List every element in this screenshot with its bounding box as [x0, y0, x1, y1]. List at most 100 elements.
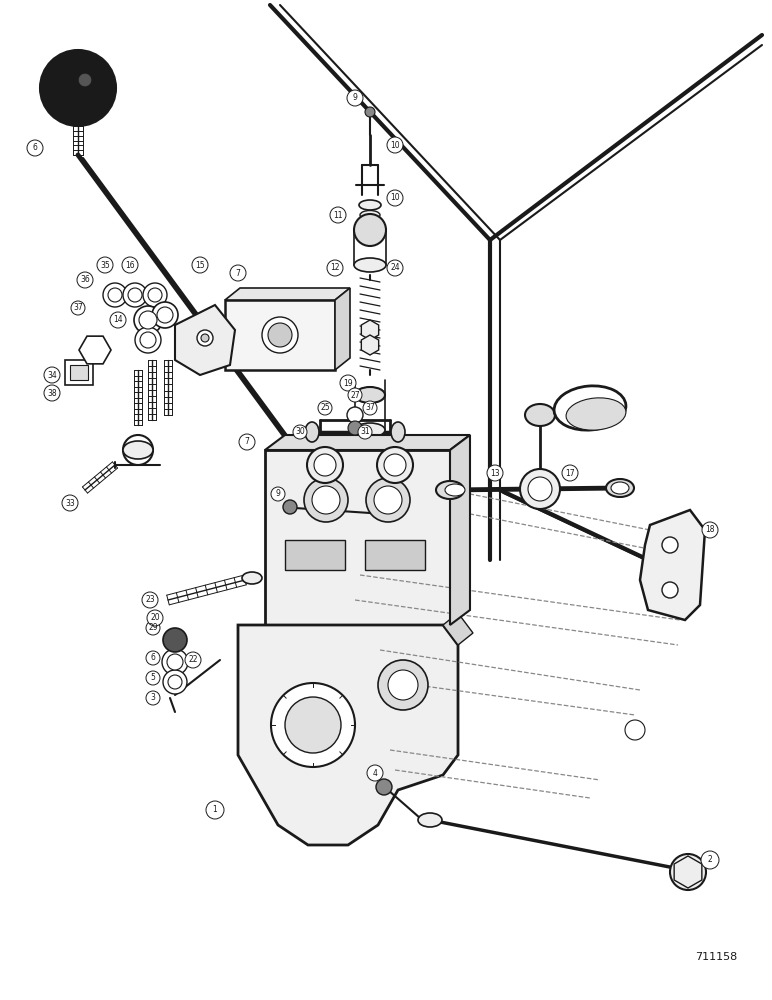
Text: 27: 27	[350, 390, 360, 399]
Circle shape	[358, 425, 372, 439]
Ellipse shape	[359, 200, 381, 210]
Text: 9: 9	[353, 94, 357, 103]
Circle shape	[330, 207, 346, 223]
Ellipse shape	[606, 479, 634, 497]
Circle shape	[135, 327, 161, 353]
Circle shape	[122, 257, 138, 273]
Text: 37: 37	[73, 304, 83, 312]
Circle shape	[230, 265, 246, 281]
Circle shape	[312, 486, 340, 514]
Circle shape	[662, 582, 678, 598]
Circle shape	[157, 307, 173, 323]
Circle shape	[206, 801, 224, 819]
Polygon shape	[265, 435, 470, 450]
Text: 35: 35	[100, 260, 110, 269]
Circle shape	[304, 478, 348, 522]
Bar	[65, 360, 93, 385]
Ellipse shape	[355, 423, 385, 437]
Circle shape	[293, 425, 307, 439]
Ellipse shape	[305, 422, 319, 442]
Text: 15: 15	[195, 260, 205, 269]
Ellipse shape	[391, 422, 405, 442]
Circle shape	[347, 407, 363, 423]
Text: 5: 5	[151, 674, 155, 682]
Text: 24: 24	[390, 263, 400, 272]
Circle shape	[27, 140, 43, 156]
Circle shape	[197, 330, 213, 346]
Text: 29: 29	[148, 624, 157, 633]
Ellipse shape	[566, 398, 626, 430]
Ellipse shape	[354, 258, 386, 272]
Circle shape	[367, 765, 383, 781]
Ellipse shape	[418, 813, 442, 827]
Circle shape	[702, 522, 718, 538]
Polygon shape	[361, 320, 378, 340]
Circle shape	[318, 401, 332, 415]
Circle shape	[387, 260, 403, 276]
Circle shape	[123, 435, 153, 465]
Ellipse shape	[436, 481, 464, 499]
Circle shape	[348, 421, 362, 435]
Circle shape	[71, 301, 85, 315]
Circle shape	[307, 447, 343, 483]
Text: 22: 22	[188, 656, 198, 664]
Ellipse shape	[355, 387, 385, 403]
Text: 19: 19	[344, 378, 353, 387]
Circle shape	[239, 434, 255, 450]
Circle shape	[148, 288, 162, 302]
Circle shape	[365, 107, 375, 117]
Text: 7: 7	[235, 268, 240, 277]
Circle shape	[201, 334, 209, 342]
Circle shape	[143, 283, 167, 307]
Polygon shape	[674, 856, 702, 888]
Ellipse shape	[525, 404, 555, 426]
Circle shape	[139, 311, 157, 329]
Circle shape	[192, 257, 208, 273]
Text: 33: 33	[65, 498, 75, 508]
Bar	[285, 540, 345, 570]
Text: 2: 2	[708, 856, 713, 864]
Text: 17: 17	[565, 468, 575, 478]
Circle shape	[167, 654, 183, 670]
Circle shape	[163, 670, 187, 694]
Circle shape	[146, 671, 160, 685]
Text: 30: 30	[295, 428, 305, 436]
Ellipse shape	[360, 211, 380, 220]
Circle shape	[185, 652, 201, 668]
Circle shape	[123, 283, 147, 307]
Circle shape	[271, 487, 285, 501]
Circle shape	[670, 854, 706, 890]
Circle shape	[340, 375, 356, 391]
Polygon shape	[335, 288, 350, 370]
Polygon shape	[238, 625, 458, 845]
Text: 16: 16	[125, 260, 135, 269]
Text: 38: 38	[47, 388, 57, 397]
Text: 11: 11	[334, 211, 343, 220]
Circle shape	[384, 454, 406, 476]
Text: 10: 10	[390, 194, 400, 202]
Circle shape	[97, 257, 113, 273]
Text: 9: 9	[276, 489, 280, 498]
Text: 31: 31	[361, 428, 370, 436]
Text: 34: 34	[47, 370, 57, 379]
Circle shape	[146, 651, 160, 665]
Circle shape	[40, 50, 116, 126]
Circle shape	[487, 465, 503, 481]
Circle shape	[387, 137, 403, 153]
Bar	[365, 540, 425, 570]
Polygon shape	[175, 305, 235, 375]
Ellipse shape	[445, 484, 465, 496]
Circle shape	[128, 288, 142, 302]
Circle shape	[140, 332, 156, 348]
Text: 18: 18	[706, 526, 715, 534]
Circle shape	[146, 621, 160, 635]
Text: 14: 14	[113, 316, 123, 324]
Circle shape	[366, 478, 410, 522]
Circle shape	[348, 388, 362, 402]
Circle shape	[146, 691, 160, 705]
Circle shape	[374, 486, 402, 514]
Circle shape	[103, 283, 127, 307]
Circle shape	[378, 660, 428, 710]
Polygon shape	[79, 336, 111, 364]
Text: 20: 20	[151, 613, 160, 622]
